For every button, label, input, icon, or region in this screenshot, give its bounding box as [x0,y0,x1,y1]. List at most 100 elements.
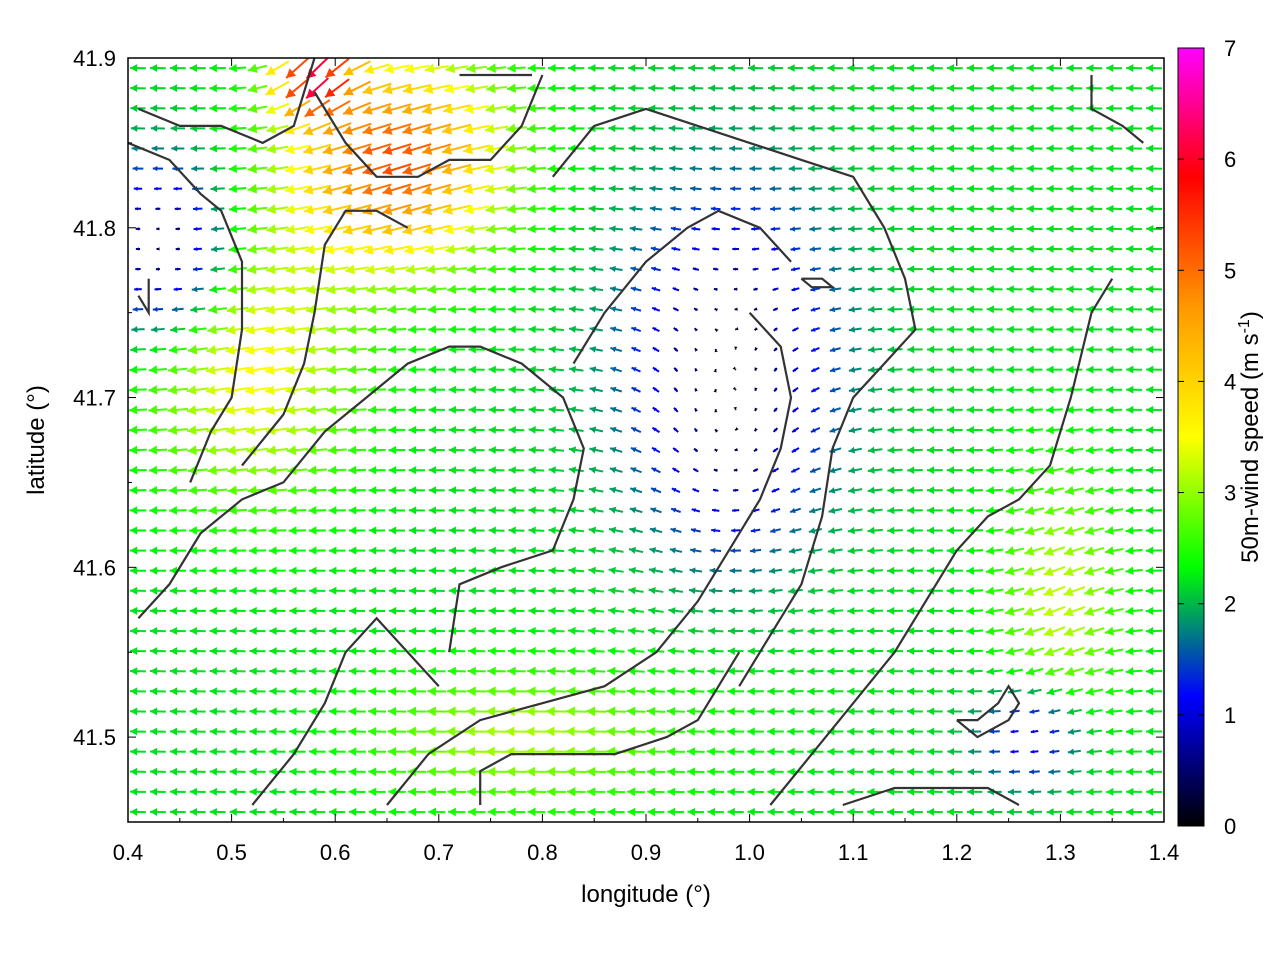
wind-arrow [847,586,864,595]
wind-arrow [754,326,759,331]
wind-arrow [609,506,624,514]
wind-arrow [1049,749,1060,755]
x-tick: 0.9 [631,58,661,865]
wind-arrow [506,103,527,114]
wind-arrow [546,787,566,797]
wind-arrow [1126,204,1143,213]
wind-arrow [606,706,626,717]
wind-arrow [528,446,545,454]
wind-arrow [265,60,290,76]
x-tick: 0.5 [216,58,247,865]
wind-arrow [468,365,485,374]
wind-arrow [348,465,366,475]
wind-arrow [1105,445,1123,455]
wind-arrow [1126,787,1143,796]
wind-arrow [631,366,641,373]
wind-arrow [286,425,309,436]
x-tick-label: 0.4 [113,840,144,865]
wind-arrow [348,807,366,816]
wind-arrow [627,807,645,817]
wind-arrow [229,606,246,615]
wind-arrow [986,204,1003,213]
wind-arrow [150,124,165,132]
wind-arrow [907,627,923,635]
wind-arrow [468,566,485,575]
wind-arrow [628,144,644,153]
wind-arrow [128,425,147,435]
wind-arrow [206,344,229,355]
wind-arrow [749,547,762,554]
wind-arrow [1086,727,1103,736]
wind-arrow [1146,104,1162,113]
wind-arrow [628,104,644,113]
wind-arrow [985,526,1004,535]
wind-arrow [867,225,883,233]
wind-arrow [1106,787,1123,796]
wind-arrow [1105,707,1123,716]
wind-arrow [608,185,624,193]
wind-arrow [468,466,485,475]
wind-arrow [1106,405,1123,414]
y-tick-label: 41.5 [73,725,116,750]
wind-arrow [1146,345,1162,354]
wind-arrow [629,507,643,514]
wind-arrow [505,143,528,154]
wind-arrow [448,425,465,434]
wind-arrow [728,64,744,72]
wind-arrow [228,546,247,555]
wind-arrow [1030,729,1039,734]
wind-arrow [246,284,269,295]
wind-arrow [266,445,289,456]
wind-arrow [245,325,270,335]
wind-arrow [1146,84,1162,93]
wind-arrow [209,606,226,615]
wind-arrow [448,365,465,374]
wind-arrow [349,627,366,635]
colorbar-tick: 7 [1178,36,1236,61]
wind-arrow [1126,365,1143,374]
wind-arrow [130,767,146,776]
wind-arrow [488,526,505,535]
wind-arrow [827,144,843,153]
wind-arrow [324,78,350,98]
wind-arrow [1145,667,1163,676]
wind-arrow [209,586,226,595]
wind-arrow [887,225,903,233]
wind-arrow [154,186,162,191]
wind-arrow [169,687,186,696]
wind-arrow [989,728,1000,735]
wind-arrow [946,627,963,636]
wind-arrow [447,284,467,294]
wind-arrow [167,364,188,375]
wind-arrow [208,505,227,515]
wind-arrow [305,77,330,100]
wind-arrow [324,58,350,79]
wind-arrow [789,507,802,514]
colorbar [1177,47,1205,827]
wind-arrow [187,344,208,355]
wind-arrow [347,364,367,375]
wind-arrow [408,646,426,656]
wind-arrow [528,285,545,294]
wind-arrow [285,324,310,335]
wind-arrow [308,747,326,756]
wind-arrow [1006,385,1023,394]
wind-arrow [887,466,903,474]
wind-arrow [1005,526,1024,536]
wind-arrow [1046,405,1063,414]
wind-arrow [267,485,288,496]
wind-arrow [907,566,923,575]
wind-arrow [667,667,685,676]
wind-arrow [173,287,182,292]
wind-arrow [249,687,266,696]
wind-arrow [808,205,822,212]
wind-arrow [468,546,485,555]
wind-arrow [1064,526,1085,536]
wind-arrow [1006,305,1023,314]
wind-arrow [528,506,545,515]
terrain-contour [800,277,836,289]
wind-arrow [986,184,1003,193]
wind-arrow [1046,104,1063,113]
wind-arrow [130,345,146,354]
wind-arrow [388,466,406,475]
